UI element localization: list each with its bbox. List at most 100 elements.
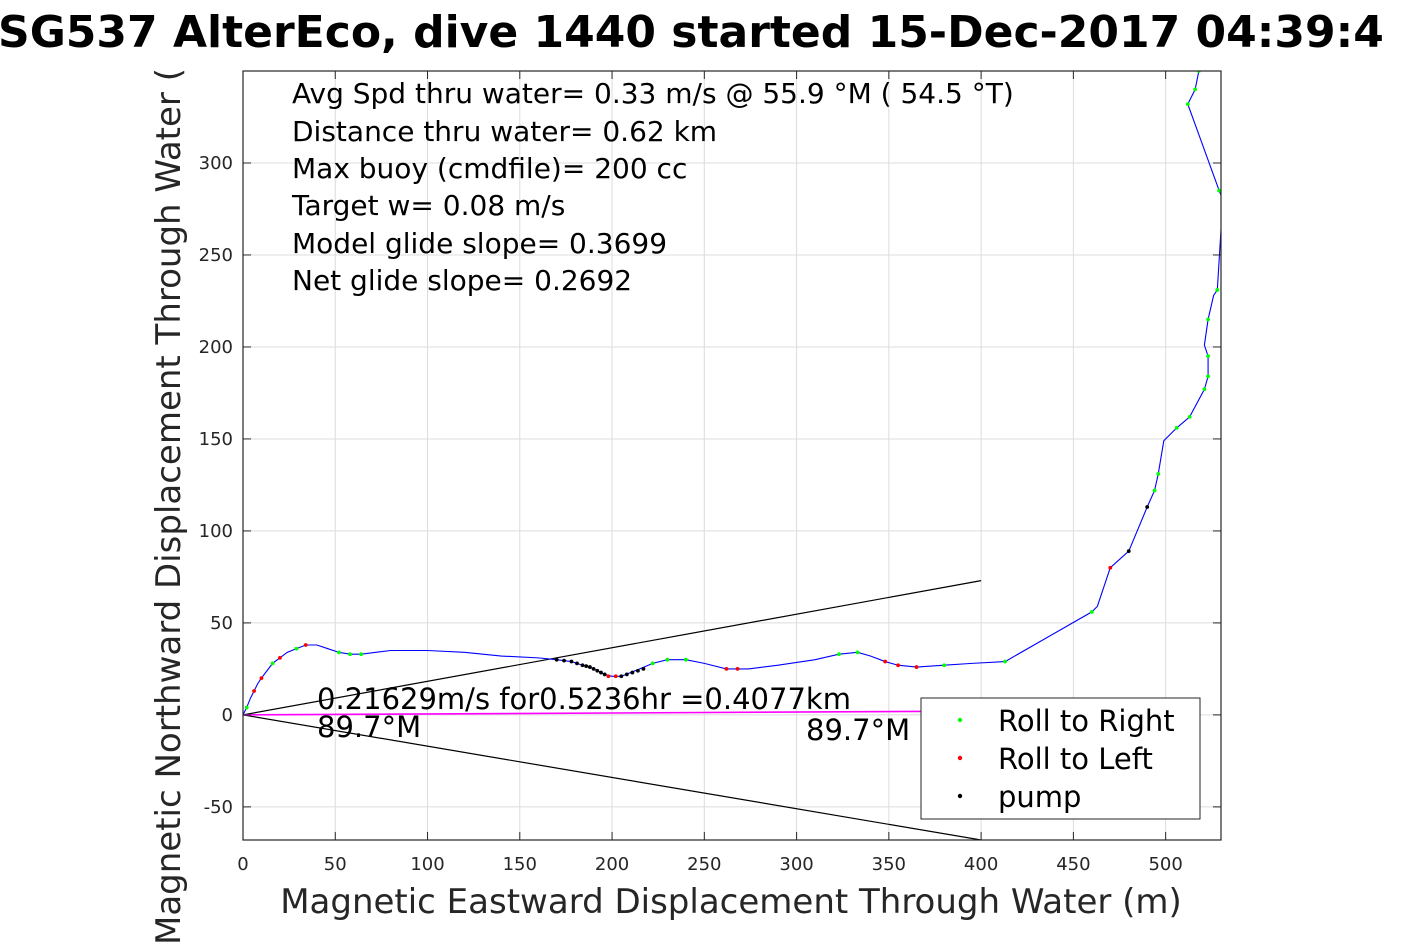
stat-target-w: Target w= 0.08 m/s bbox=[291, 189, 565, 222]
roll-right-point bbox=[337, 650, 341, 655]
roll-left-point bbox=[606, 674, 611, 679]
pump-point bbox=[630, 670, 635, 675]
legend-marker-roll-left bbox=[957, 755, 963, 761]
pump-point bbox=[641, 667, 646, 671]
y-axis-label: Magnetic Northward Displacement Through … bbox=[149, 68, 189, 945]
pump-point bbox=[588, 665, 592, 669]
x-tick-label: 200 bbox=[595, 854, 629, 875]
x-tick-label: 100 bbox=[410, 854, 444, 875]
pump-point bbox=[602, 672, 607, 677]
stat-net-glide-slope: Net glide slope= 0.2692 bbox=[292, 264, 632, 297]
x-tick-label: 50 bbox=[324, 854, 347, 875]
roll-left-point bbox=[883, 659, 888, 664]
y-axis-ticks: -50 0 50 100 150 200 250 300 bbox=[199, 153, 1221, 818]
pump-point bbox=[624, 672, 629, 677]
roll-right-point bbox=[942, 663, 947, 668]
x-tick-label: 350 bbox=[872, 854, 906, 875]
roll-left-points bbox=[252, 565, 1113, 693]
x-tick-label: 150 bbox=[503, 854, 537, 875]
roll-right-point bbox=[1174, 426, 1179, 430]
legend: Roll to Right Roll to Left pump bbox=[920, 697, 1201, 820]
roll-right-point bbox=[1156, 471, 1161, 476]
x-tick-label: 400 bbox=[964, 854, 998, 875]
x-tick-label: 250 bbox=[687, 854, 721, 875]
stats-block: Avg Spd thru water= 0.33 m/s @ 55.9 °M (… bbox=[291, 77, 1014, 297]
heading-cone-lower-line bbox=[243, 714, 982, 840]
roll-left-point bbox=[613, 674, 618, 679]
roll-right-point bbox=[1193, 87, 1198, 92]
pump-point bbox=[635, 668, 640, 673]
stat-max-buoy: Max buoy (cmdfile)= 200 cc bbox=[292, 152, 687, 185]
roll-right-point bbox=[855, 650, 860, 655]
legend-marker-pump bbox=[957, 793, 963, 799]
pump-point bbox=[1126, 549, 1131, 554]
pump-point bbox=[569, 659, 574, 664]
roll-right-point bbox=[270, 661, 275, 666]
pump-point bbox=[591, 667, 596, 671]
roll-right-point bbox=[1187, 414, 1192, 419]
roll-right-point bbox=[1185, 102, 1190, 107]
pump-points bbox=[554, 505, 1150, 679]
x-tick-label: 300 bbox=[779, 854, 813, 875]
plot-frame bbox=[242, 70, 1222, 841]
roll-left-point bbox=[896, 663, 900, 668]
roll-right-point bbox=[294, 646, 299, 651]
y-tick-label: 300 bbox=[199, 153, 233, 174]
roll-right-point bbox=[348, 652, 352, 657]
roll-left-point bbox=[303, 643, 308, 647]
roll-right-point bbox=[1202, 387, 1207, 392]
pump-point bbox=[599, 670, 603, 675]
roll-right-point bbox=[1206, 354, 1210, 359]
depth-averaged-current-vector bbox=[243, 710, 996, 716]
roll-right-point bbox=[359, 652, 363, 657]
current-annotation: 0.21629m/s for0.5236hr =0.4077km bbox=[317, 682, 851, 716]
pump-point bbox=[575, 661, 579, 666]
legend-box bbox=[920, 697, 1201, 820]
y-tick-label: 50 bbox=[210, 613, 233, 634]
pump-point bbox=[562, 658, 566, 663]
roll-left-point bbox=[259, 676, 264, 681]
y-tick-label: 100 bbox=[199, 521, 233, 542]
legend-marker-roll-right bbox=[957, 717, 963, 723]
y-tick-label: 0 bbox=[222, 705, 233, 726]
chart-title: SG537 AlterEco, dive 1440 started 15-Dec… bbox=[0, 7, 1384, 58]
pump-point bbox=[584, 664, 589, 669]
pump-point bbox=[1145, 505, 1150, 509]
roll-left-point bbox=[724, 667, 729, 671]
pump-point bbox=[595, 668, 600, 673]
x-tick-label: 500 bbox=[1148, 854, 1182, 875]
roll-right-point bbox=[1206, 317, 1210, 322]
heading-cone-upper-line bbox=[243, 580, 982, 716]
x-axis-ticks: 0 50 100 150 200 250 300 350 400 450 500 bbox=[237, 71, 1183, 875]
roll-left-point bbox=[252, 689, 256, 693]
y-tick-label: 150 bbox=[199, 429, 233, 450]
x-tick-label: 0 bbox=[237, 854, 248, 875]
heading-start-label: 89.7°M bbox=[317, 710, 421, 744]
roll-right-point bbox=[1003, 659, 1008, 664]
x-tick-label: 450 bbox=[1056, 854, 1090, 875]
legend-label-pump: pump bbox=[998, 780, 1081, 814]
roll-left-point bbox=[1108, 565, 1113, 570]
pump-point bbox=[619, 674, 624, 679]
roll-right-point bbox=[1206, 374, 1210, 379]
roll-right-point bbox=[683, 657, 688, 662]
stat-avg-speed: Avg Spd thru water= 0.33 m/s @ 55.9 °M (… bbox=[292, 77, 1014, 110]
heading-cone bbox=[243, 580, 982, 840]
stat-model-glide-slope: Model glide slope= 0.3699 bbox=[292, 227, 667, 260]
legend-label-roll-left: Roll to Left bbox=[998, 742, 1153, 776]
roll-right-point bbox=[244, 705, 249, 710]
roll-left-point bbox=[735, 667, 740, 671]
legend-label-roll-right: Roll to Right bbox=[998, 704, 1175, 738]
stat-distance: Distance thru water= 0.62 km bbox=[292, 115, 717, 148]
roll-right-point bbox=[1215, 288, 1220, 292]
roll-right-point bbox=[665, 657, 670, 662]
y-tick-label: -50 bbox=[204, 797, 233, 818]
roll-left-point bbox=[278, 655, 282, 660]
y-tick-label: 200 bbox=[199, 337, 233, 358]
roll-right-points bbox=[244, 71, 1221, 710]
glider-track-line bbox=[243, 71, 1221, 716]
pump-point bbox=[554, 657, 559, 662]
roll-left-point bbox=[914, 665, 919, 669]
roll-right-point bbox=[1217, 188, 1221, 193]
